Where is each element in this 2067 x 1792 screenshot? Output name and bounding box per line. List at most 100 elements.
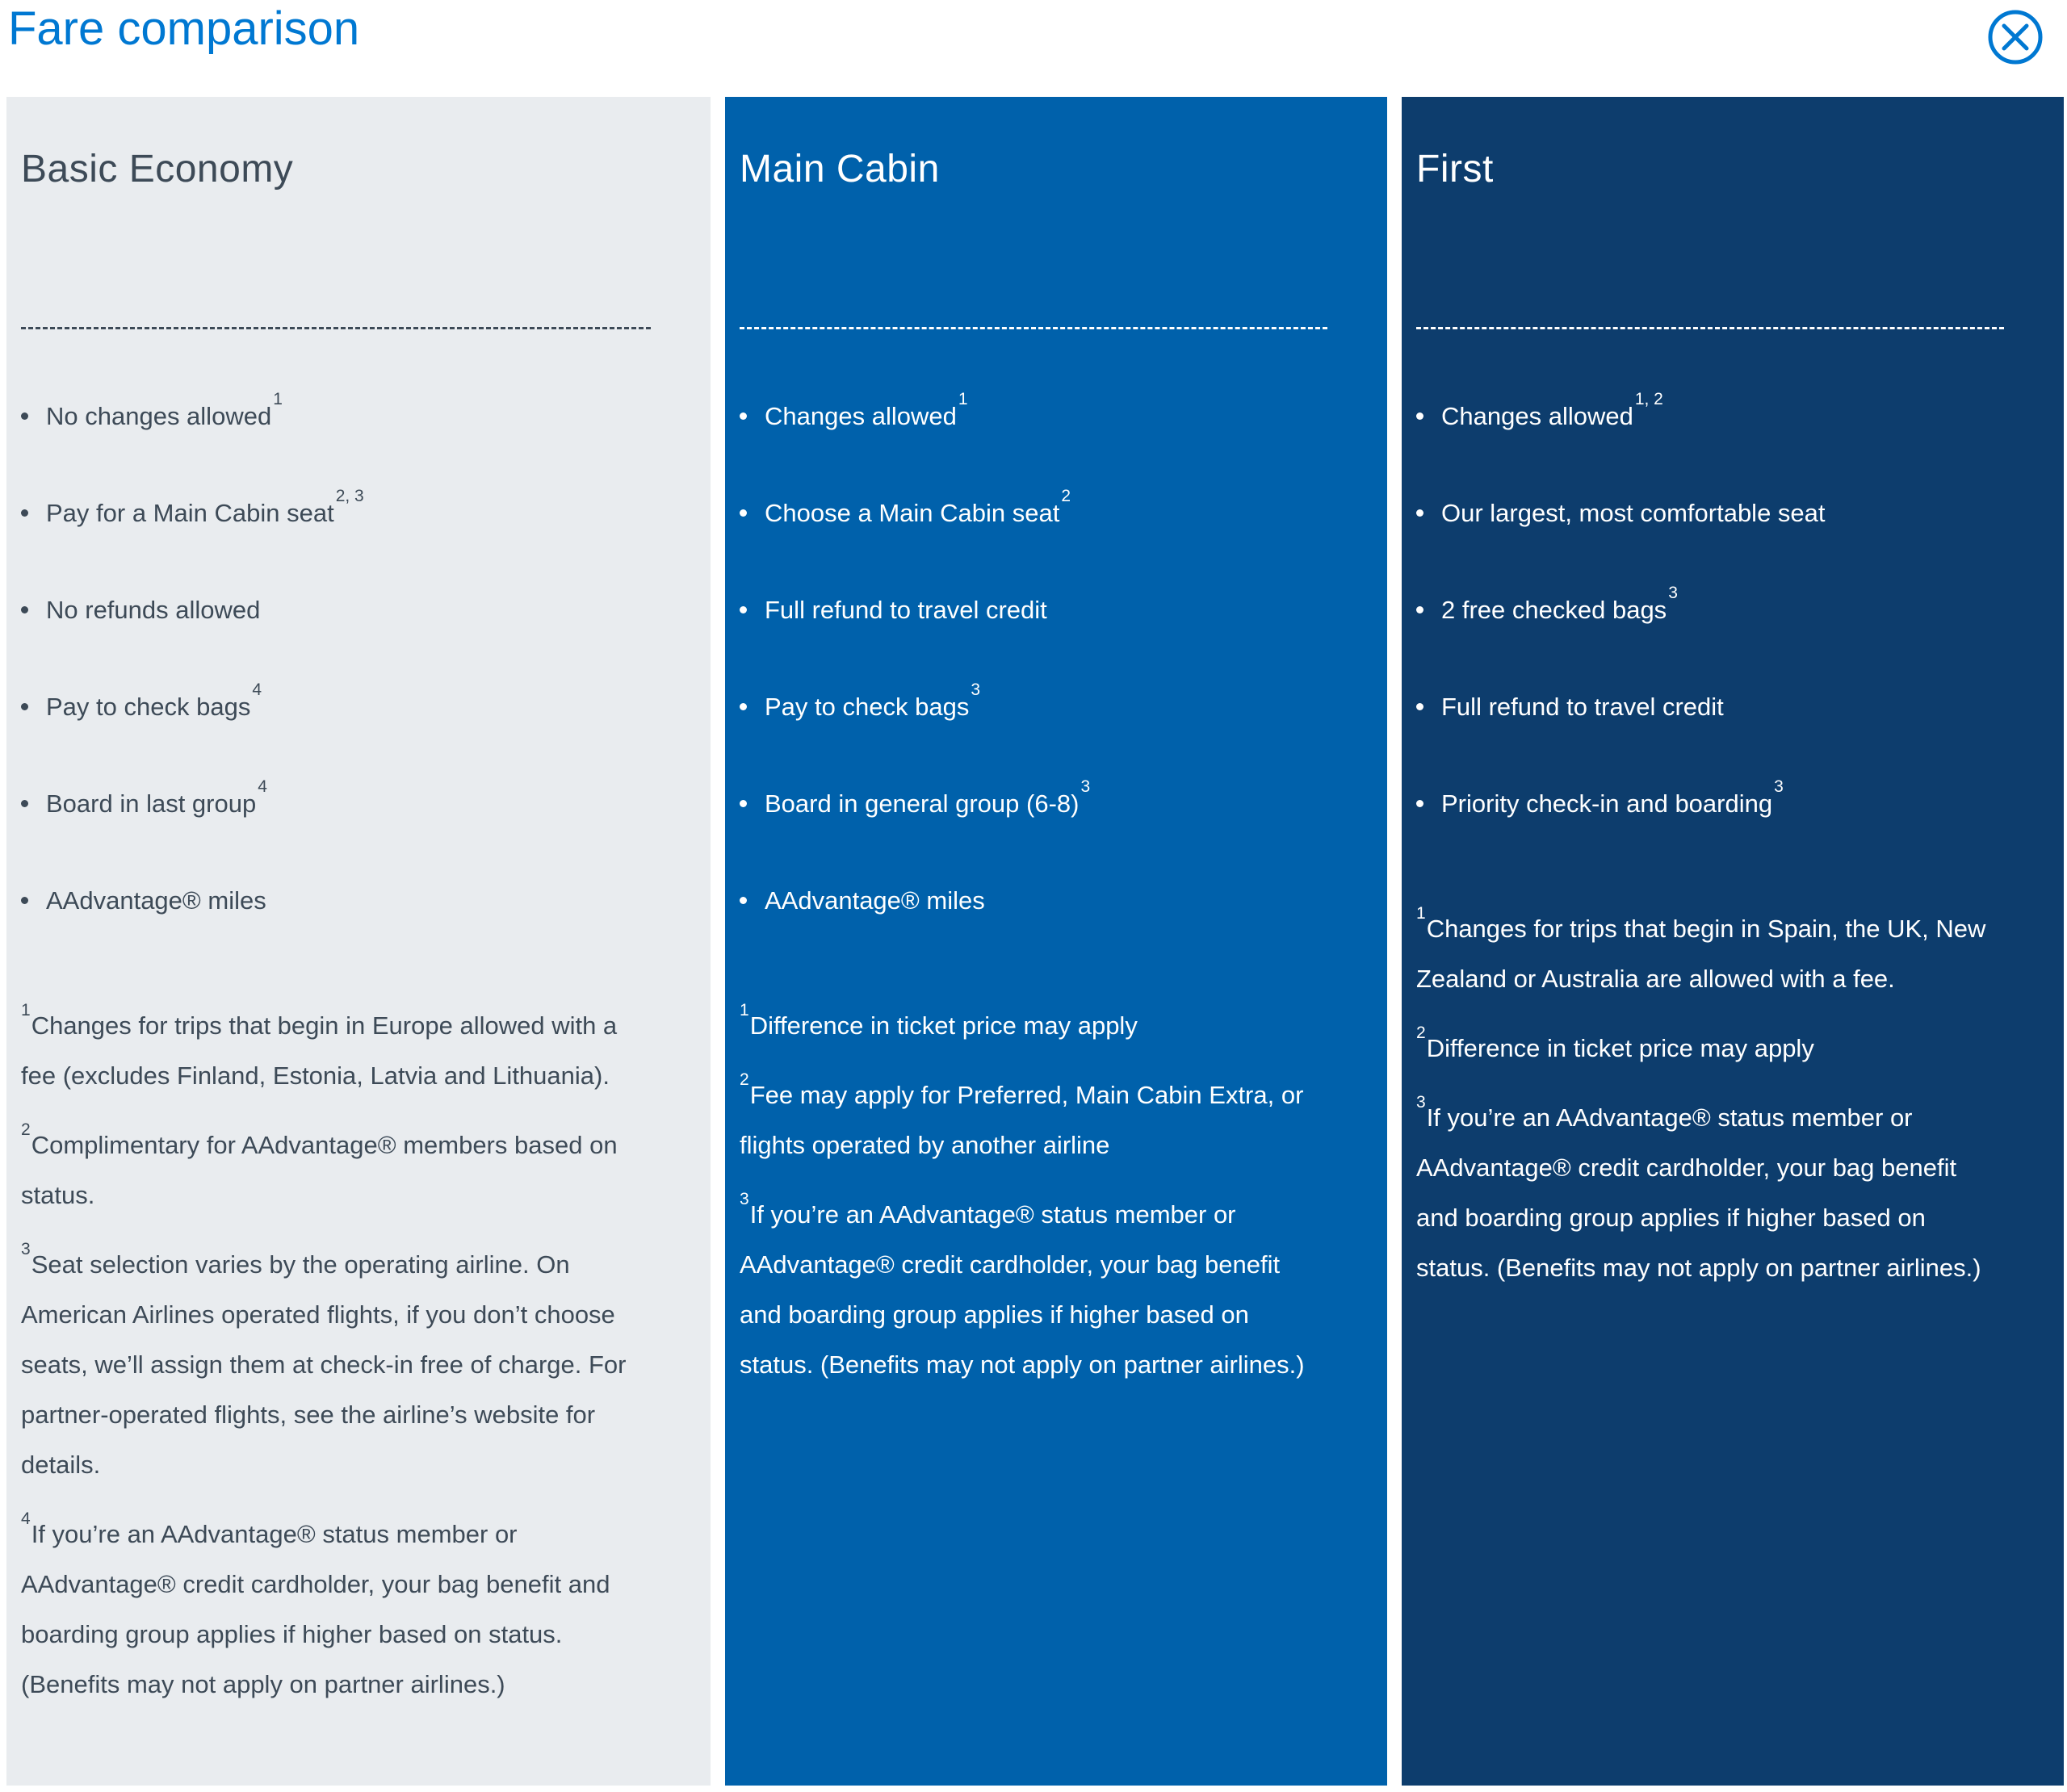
feature-text: Full refund to travel credit xyxy=(1441,693,1724,721)
feature-item: No changes allowed1 xyxy=(21,389,651,433)
feature-item: Pay to check bags3 xyxy=(740,680,1327,723)
feature-item: AAdvantage® miles xyxy=(740,885,1327,917)
feature-text: Board in last group4 xyxy=(46,777,267,818)
bullet-icon xyxy=(740,703,747,710)
feature-item: Full refund to travel credit xyxy=(740,594,1327,626)
feature-superscript: 1 xyxy=(958,389,968,408)
bullet-icon xyxy=(740,897,747,904)
feature-superscript: 3 xyxy=(971,680,981,699)
close-button[interactable] xyxy=(1986,8,2044,66)
feature-item: 2 free checked bags3 xyxy=(1416,584,2004,626)
feature-text: Full refund to travel credit xyxy=(765,596,1047,624)
feature-superscript: 4 xyxy=(258,777,267,796)
footnote: 2Fee may apply for Preferred, Main Cabin… xyxy=(740,1070,1327,1170)
bullet-icon xyxy=(740,412,747,420)
fare-columns: Basic Economy No changes allowed1 Pay fo… xyxy=(6,97,2064,1786)
footnote: 4If you’re an AAdvantage® status member … xyxy=(21,1509,651,1710)
footnotes: 1Difference in ticket price may apply 2F… xyxy=(740,1001,1327,1390)
bullet-icon xyxy=(1416,606,1423,613)
footnote-text: Complimentary for AAdvantage® members ba… xyxy=(21,1131,618,1209)
bullet-icon xyxy=(21,606,28,613)
footnote: 2Difference in ticket price may apply xyxy=(1416,1024,2004,1074)
footnote-text: If you’re an AAdvantage® status member o… xyxy=(21,1520,610,1698)
feature-text: Board in general group (6-8)3 xyxy=(765,777,1091,818)
feature-item: Changes allowed1 xyxy=(740,389,1327,433)
footnote-number: 2 xyxy=(21,1120,31,1139)
bullet-icon xyxy=(1416,800,1423,807)
footnote: 1Changes for trips that begin in Europe … xyxy=(21,1001,651,1101)
feature-item: Our largest, most comfortable seat xyxy=(1416,497,2004,530)
footnote: 3If you’re an AAdvantage® status member … xyxy=(1416,1093,2004,1293)
feature-superscript: 2, 3 xyxy=(335,486,364,505)
bullet-icon xyxy=(21,703,28,710)
footnote-text: Difference in ticket price may apply xyxy=(1426,1034,1814,1062)
column-basic-economy: Basic Economy No changes allowed1 Pay fo… xyxy=(6,97,711,1786)
footnote-text: If you’re an AAdvantage® status member o… xyxy=(1416,1103,1981,1282)
feature-superscript: 3 xyxy=(1668,583,1678,602)
footnote: 1Changes for trips that begin in Spain, … xyxy=(1416,904,2004,1004)
footnote-text: If you’re an AAdvantage® status member o… xyxy=(740,1200,1305,1379)
feature-superscript: 1 xyxy=(273,389,283,408)
feature-text: Choose a Main Cabin seat2 xyxy=(765,486,1071,527)
feature-text: AAdvantage® miles xyxy=(765,886,985,915)
modal-header: Fare comparison xyxy=(0,0,2067,97)
footnote-text: Fee may apply for Preferred, Main Cabin … xyxy=(740,1081,1304,1159)
footnote-number: 3 xyxy=(21,1239,31,1258)
feature-item: AAdvantage® miles xyxy=(21,885,651,917)
feature-text: No changes allowed1 xyxy=(46,389,283,430)
feature-list: Changes allowed1 Choose a Main Cabin sea… xyxy=(740,389,1327,917)
feature-superscript: 1, 2 xyxy=(1634,389,1663,408)
feature-text: Pay to check bags3 xyxy=(765,680,981,721)
footnotes: 1Changes for trips that begin in Europe … xyxy=(21,1001,651,1710)
feature-list: Changes allowed1, 2 Our largest, most co… xyxy=(1416,389,2004,820)
column-title-main-cabin: Main Cabin xyxy=(740,148,940,191)
bullet-icon xyxy=(740,800,747,807)
dashed-separator xyxy=(21,327,651,329)
column-main-cabin: Main Cabin Changes allowed1 Choose a Mai… xyxy=(725,97,1387,1786)
footnote-number: 3 xyxy=(740,1189,749,1208)
page-title: Fare comparison xyxy=(8,2,360,55)
footnote-number: 1 xyxy=(1416,903,1426,923)
feature-text: AAdvantage® miles xyxy=(46,886,266,915)
bullet-icon xyxy=(1416,509,1423,517)
footnote: 2Complimentary for AAdvantage® members b… xyxy=(21,1120,651,1220)
footnote-text: Changes for trips that begin in Spain, t… xyxy=(1416,915,1986,993)
feature-text: Changes allowed1, 2 xyxy=(1441,389,1663,430)
bullet-icon xyxy=(21,509,28,517)
feature-text: Changes allowed1 xyxy=(765,389,968,430)
feature-item: Board in general group (6-8)3 xyxy=(740,777,1327,820)
feature-superscript: 3 xyxy=(1080,777,1091,796)
bullet-icon xyxy=(740,606,747,613)
footnote-text: Changes for trips that begin in Europe a… xyxy=(21,1011,618,1090)
footnote-text: Difference in ticket price may apply xyxy=(749,1011,1138,1040)
footnote-number: 1 xyxy=(740,1000,749,1020)
feature-superscript: 3 xyxy=(1774,777,1784,796)
footnote-text: Seat selection varies by the operating a… xyxy=(21,1250,627,1479)
dashed-separator xyxy=(1416,327,2004,329)
feature-item: Priority check-in and boarding3 xyxy=(1416,777,2004,820)
feature-item: Full refund to travel credit xyxy=(1416,691,2004,723)
column-title-first: First xyxy=(1416,148,1494,191)
feature-item: No refunds allowed xyxy=(21,594,651,626)
bullet-icon xyxy=(21,412,28,420)
feature-item: Pay for a Main Cabin seat2, 3 xyxy=(21,488,651,530)
feature-text: No refunds allowed xyxy=(46,596,261,624)
bullet-icon xyxy=(21,897,28,904)
close-icon xyxy=(1986,8,2044,66)
footnote-number: 2 xyxy=(1416,1023,1426,1042)
feature-text: Priority check-in and boarding3 xyxy=(1441,777,1784,818)
footnote-number: 3 xyxy=(1416,1092,1426,1112)
feature-item: Board in last group4 xyxy=(21,777,651,820)
bullet-icon xyxy=(740,509,747,517)
footnote-number: 1 xyxy=(21,1000,31,1020)
feature-text: Pay to check bags4 xyxy=(46,680,262,721)
feature-item: Changes allowed1, 2 xyxy=(1416,389,2004,433)
footnote: 3Seat selection varies by the operating … xyxy=(21,1240,651,1490)
column-title-basic-economy: Basic Economy xyxy=(21,148,294,191)
bullet-icon xyxy=(1416,412,1423,420)
footnotes: 1Changes for trips that begin in Spain, … xyxy=(1416,904,2004,1293)
footnote-number: 4 xyxy=(21,1509,31,1528)
feature-superscript: 2 xyxy=(1061,486,1071,505)
feature-text: Our largest, most comfortable seat xyxy=(1441,499,1826,527)
column-first: First Changes allowed1, 2 Our largest, m… xyxy=(1402,97,2064,1786)
